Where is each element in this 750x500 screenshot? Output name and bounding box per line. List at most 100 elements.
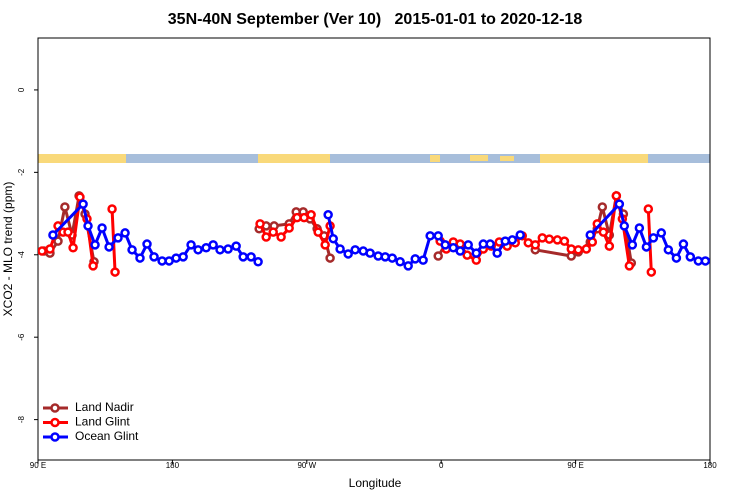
- point: [387, 253, 397, 263]
- point: [231, 241, 241, 251]
- point: [440, 240, 450, 250]
- point: [83, 221, 93, 231]
- point: [643, 204, 654, 214]
- point: [323, 210, 333, 220]
- y-tick-label: -2: [17, 168, 26, 176]
- point: [208, 240, 218, 250]
- point: [142, 239, 152, 249]
- point: [624, 261, 635, 271]
- point: [306, 210, 316, 220]
- point: [700, 256, 710, 266]
- point: [634, 223, 645, 233]
- point: [365, 248, 375, 258]
- point: [48, 230, 58, 240]
- point: [671, 253, 682, 263]
- y-tick-label: -8: [17, 416, 26, 424]
- point: [68, 243, 78, 253]
- x-tick-label: 90 W: [297, 461, 316, 470]
- point: [193, 245, 203, 255]
- legend-label: Land Glint: [75, 415, 130, 429]
- point: [433, 231, 443, 241]
- point: [573, 245, 584, 255]
- x-tick-label: 180: [703, 461, 717, 470]
- point: [455, 246, 465, 256]
- point: [325, 253, 335, 263]
- point: [90, 240, 100, 250]
- point: [88, 261, 98, 271]
- y-axis-label: XCO2 - MLO trend (ppm): [1, 182, 15, 317]
- point: [492, 248, 502, 258]
- point: [646, 267, 657, 277]
- point: [127, 245, 137, 255]
- point: [343, 249, 353, 259]
- point: [433, 251, 443, 261]
- point: [611, 191, 622, 201]
- point: [276, 232, 286, 242]
- point: [656, 228, 667, 238]
- point: [45, 244, 55, 254]
- legend-marker: [50, 432, 60, 442]
- point: [507, 235, 518, 245]
- point: [253, 257, 263, 267]
- x-tick-label: 0: [439, 461, 444, 470]
- x-tick-label: 90 E: [567, 461, 583, 470]
- point: [471, 248, 482, 258]
- point: [268, 227, 278, 237]
- point: [641, 242, 652, 252]
- point: [135, 253, 145, 263]
- point: [530, 240, 541, 250]
- point: [614, 199, 625, 209]
- point: [581, 244, 592, 254]
- series: [39, 190, 637, 268]
- series: [48, 199, 710, 271]
- point: [619, 221, 630, 231]
- x-tick-label: 180: [166, 461, 180, 470]
- land-ocean-strip: [38, 154, 710, 163]
- point: [215, 245, 225, 255]
- legend-marker: [50, 403, 60, 413]
- point: [320, 240, 330, 250]
- point: [685, 252, 696, 262]
- point: [313, 227, 323, 237]
- x-tick-label: 90 E: [30, 461, 46, 470]
- point: [462, 250, 472, 260]
- point: [63, 227, 73, 237]
- legend-label: Ocean Glint: [75, 429, 139, 443]
- point: [261, 232, 271, 242]
- point: [53, 236, 63, 246]
- point: [38, 246, 47, 256]
- series: [38, 191, 657, 277]
- point: [425, 231, 435, 241]
- point: [60, 202, 70, 212]
- point: [113, 233, 123, 243]
- point: [663, 245, 674, 255]
- x-axis-label: Longitude: [349, 476, 402, 490]
- point: [418, 255, 428, 265]
- point: [410, 254, 420, 264]
- legend-label: Land Nadir: [75, 400, 134, 414]
- chart-title: 35N-40N September (Ver 10) 2015-01-01 to…: [168, 11, 583, 28]
- point: [403, 261, 413, 271]
- point: [78, 199, 88, 209]
- point: [238, 252, 248, 262]
- point: [598, 227, 609, 237]
- point: [104, 242, 114, 252]
- point: [97, 223, 107, 233]
- point: [463, 240, 473, 250]
- point: [604, 241, 615, 251]
- point: [255, 219, 265, 229]
- point: [678, 239, 689, 249]
- legend-marker: [50, 417, 60, 428]
- point: [559, 236, 570, 246]
- point: [395, 257, 405, 267]
- point: [485, 239, 495, 249]
- point: [149, 252, 159, 262]
- point: [223, 244, 233, 254]
- point: [335, 244, 345, 254]
- point: [627, 240, 638, 250]
- point: [107, 204, 117, 214]
- point: [597, 202, 608, 212]
- y-tick-label: -4: [17, 251, 26, 259]
- y-tick-label: -6: [17, 333, 26, 341]
